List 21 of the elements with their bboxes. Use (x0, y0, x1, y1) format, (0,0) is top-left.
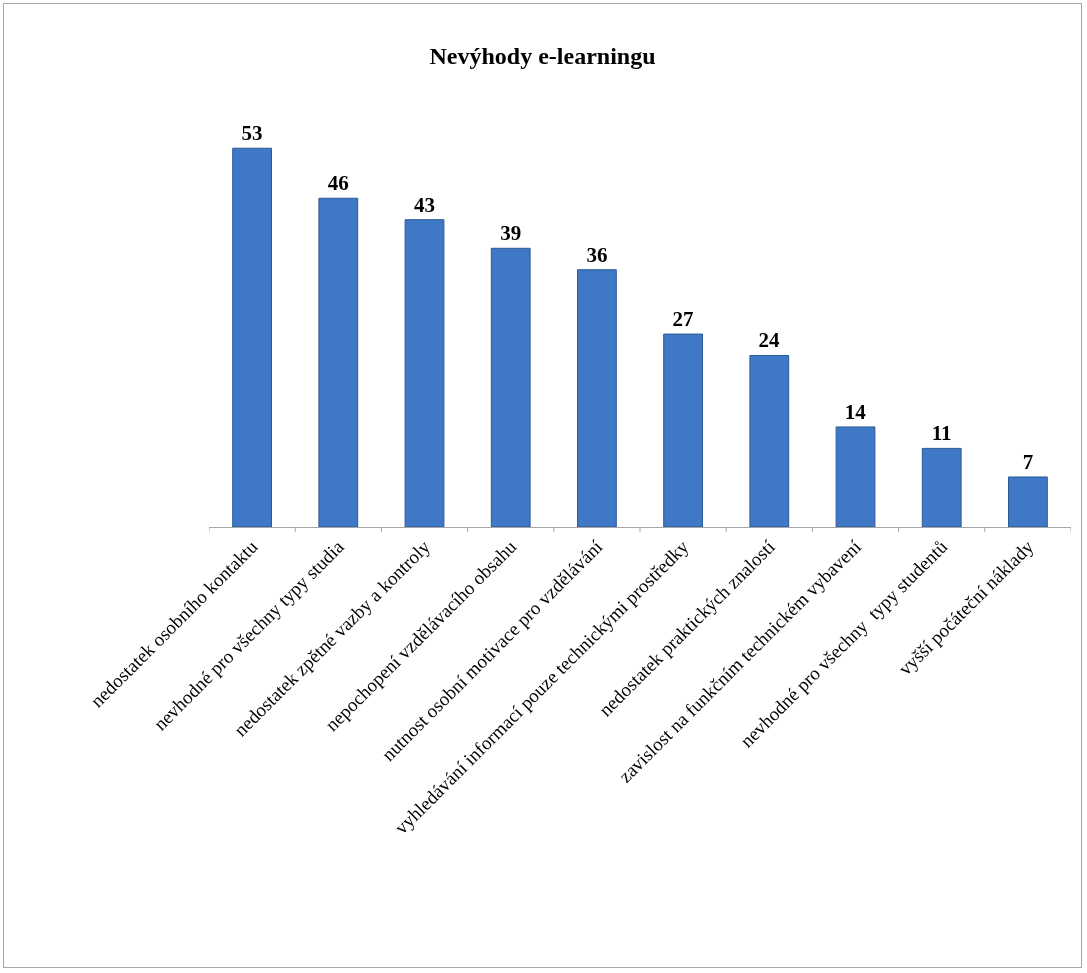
bar (232, 147, 272, 527)
data-label: 27 (672, 307, 694, 332)
data-label: 7 (1022, 449, 1034, 474)
bar (1008, 476, 1048, 527)
bar (749, 354, 790, 527)
data-label: 24 (758, 328, 781, 353)
data-label: 39 (500, 221, 522, 246)
data-label: 36 (586, 242, 608, 267)
bar (577, 269, 617, 527)
bar (318, 197, 359, 527)
bar (490, 247, 531, 527)
bar (663, 333, 703, 527)
data-label: 46 (327, 171, 349, 196)
data-label: 53 (241, 121, 263, 146)
chart-title: Nevýhody e-learningu (429, 43, 656, 70)
data-label: 43 (414, 192, 436, 217)
data-label: 14 (844, 399, 867, 424)
bar (404, 219, 445, 527)
data-label: 11 (931, 421, 952, 446)
bar (835, 426, 876, 527)
bar (921, 447, 962, 527)
